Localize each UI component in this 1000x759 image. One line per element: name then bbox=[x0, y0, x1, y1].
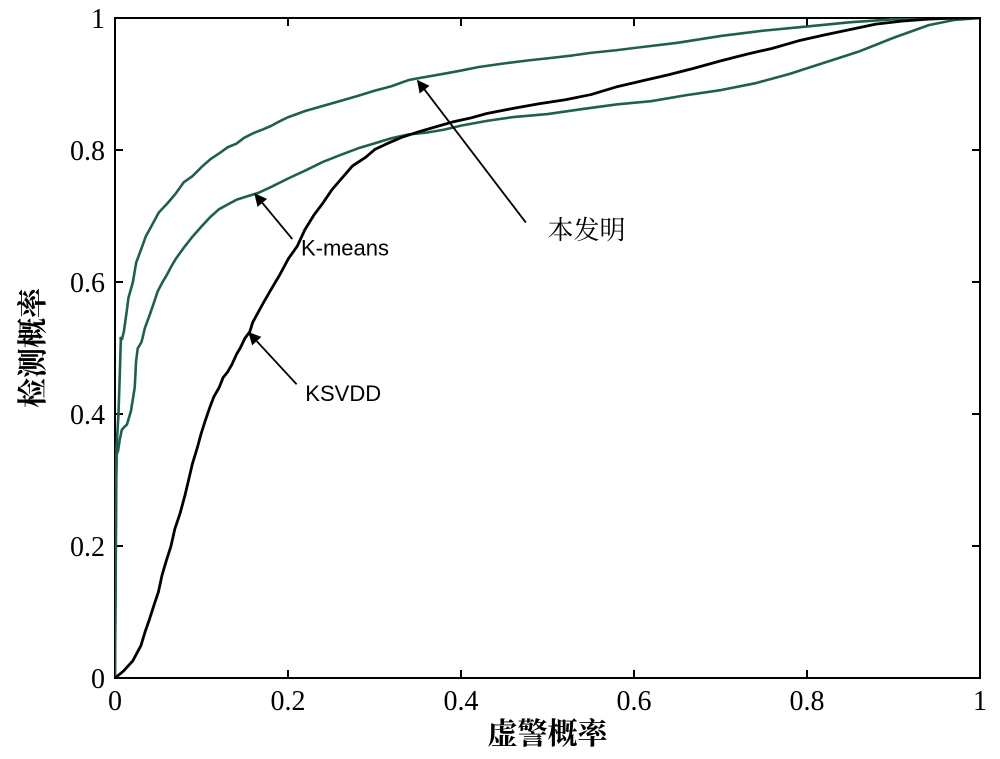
ytick-label: 0.8 bbox=[70, 136, 105, 167]
xlabel: 虚警概率 bbox=[488, 709, 609, 753]
xtick-label: 0.8 bbox=[790, 686, 825, 717]
xtick-label: 1 bbox=[973, 686, 987, 717]
annotation-label-ksvdd: KSVDD bbox=[305, 381, 381, 406]
chart-background bbox=[0, 0, 1000, 759]
ytick-label: 0 bbox=[91, 664, 105, 695]
xtick-label: 0.2 bbox=[271, 686, 306, 717]
ylabel: 检测概率 bbox=[8, 287, 52, 408]
roc-figure: 0 0.2 0.4 0.6 0.8 1 0 0.2 0.4 0.6 0.8 1 虚警概率 检测概率 本发明 K… bbox=[0, 0, 1000, 759]
ytick-label: 0.4 bbox=[70, 400, 105, 431]
roc-chart: 0 0.2 0.4 0.6 0.8 1 0 0.2 0.4 0.6 0.8 1 虚警概率 检测概率 本发明 K… bbox=[0, 0, 1000, 759]
annotation-label-invention: 本发明 bbox=[548, 210, 626, 247]
xtick-label: 0.4 bbox=[444, 686, 479, 717]
ytick-label: 0.6 bbox=[70, 268, 105, 299]
annotation-label-kmeans: K-means bbox=[301, 236, 389, 261]
xtick-label: 0.6 bbox=[617, 686, 652, 717]
xtick-label: 0 bbox=[108, 686, 122, 717]
ytick-label: 1 bbox=[91, 4, 105, 35]
ytick-label: 0.2 bbox=[70, 532, 105, 563]
